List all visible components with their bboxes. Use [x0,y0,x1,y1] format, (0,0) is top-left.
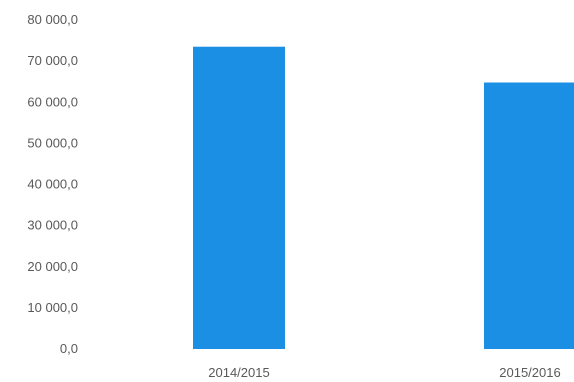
bar [484,82,574,349]
y-tick-label: 20 000,0 [27,259,78,274]
y-tick-label: 60 000,0 [27,94,78,109]
y-tick-label: 40 000,0 [27,177,78,192]
x-tick-label: 2015/2016 [499,365,560,380]
y-axis: 0,0 10 000,0 20 000,0 30 000,0 40 000,0 50 00… [27,12,78,356]
y-tick-label: 70 000,0 [27,53,78,68]
y-tick-label: 30 000,0 [27,218,78,233]
x-tick-label: 2014/2015 [208,365,269,380]
bar [193,46,285,349]
bars [193,46,574,349]
y-tick-label: 0,0 [60,341,78,356]
y-tick-label: 80 000,0 [27,12,78,27]
y-tick-label: 10 000,0 [27,300,78,315]
y-tick-label: 50 000,0 [27,135,78,150]
x-axis: 2014/2015 2015/2016 [208,365,560,380]
